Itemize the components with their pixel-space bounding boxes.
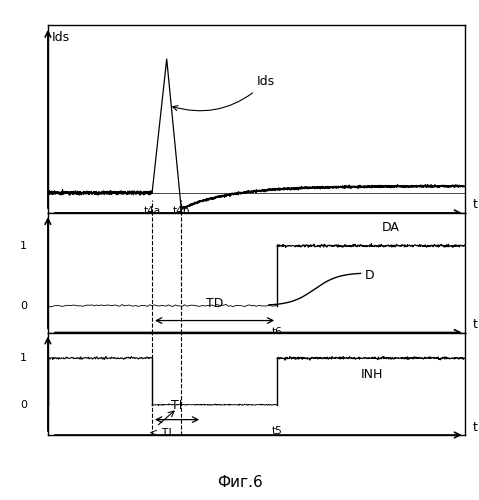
Text: < TI: < TI (149, 428, 172, 438)
Text: D: D (365, 269, 374, 282)
Text: DA: DA (381, 222, 399, 234)
Text: 0: 0 (20, 300, 27, 310)
Text: t4a: t4a (144, 206, 160, 216)
Text: TI: TI (171, 398, 183, 411)
Text: TD: TD (206, 298, 223, 310)
Text: Ids: Ids (172, 76, 274, 111)
Text: t: t (473, 421, 478, 434)
Text: INH: INH (360, 368, 383, 381)
Text: 0: 0 (20, 400, 27, 409)
Text: t4b: t4b (172, 206, 190, 216)
Text: 1: 1 (20, 241, 27, 251)
Text: t5: t5 (272, 426, 283, 436)
Text: 1: 1 (20, 353, 27, 363)
Text: Фиг.6: Фиг.6 (217, 475, 262, 490)
Text: t: t (473, 198, 478, 211)
Text: t6: t6 (272, 326, 283, 336)
Text: t: t (473, 318, 478, 332)
Text: Ids: Ids (52, 30, 70, 44)
